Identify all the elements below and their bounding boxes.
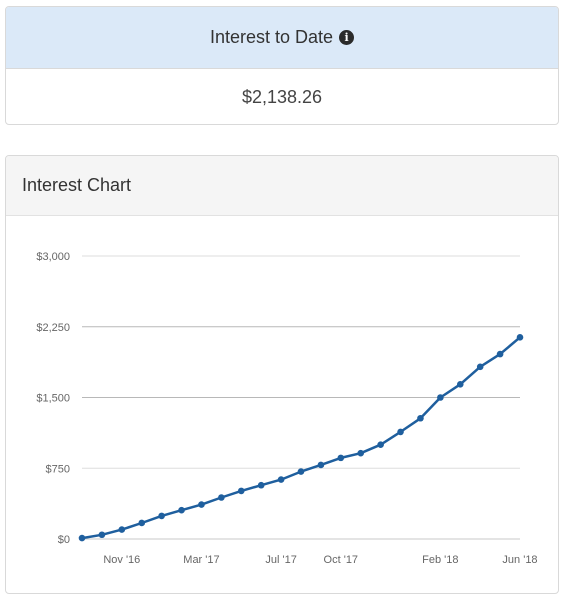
data-point (237, 487, 245, 495)
data-point (357, 449, 365, 457)
x-tick-label: Feb '18 (422, 554, 458, 566)
info-circle-icon[interactable]: i (339, 30, 355, 45)
interest-line-chart: $0 $750 $1,500 $2,250 $3,000 Nov '16 Mar '17 Ju… (36, 251, 537, 566)
data-point (496, 350, 504, 358)
data-point (337, 454, 345, 462)
data-point (218, 494, 225, 501)
interest-to-date-panel: Interest to Date i $2,138.26 (5, 6, 559, 125)
data-point (377, 441, 384, 448)
y-tick-label: $2,250 (36, 322, 70, 334)
interest-to-date-value: $2,138.26 (241, 87, 323, 107)
x-tick-label: Jun '18 (502, 554, 537, 566)
data-point (317, 461, 325, 469)
data-point (456, 380, 464, 388)
data-point (417, 414, 424, 422)
x-tick-label: Mar '17 (183, 554, 219, 566)
data-point (277, 476, 285, 483)
y-tick-label: $1,500 (36, 393, 70, 405)
y-tick-label: $750 (46, 463, 70, 475)
interest-to-date-title: Interest to Date (209, 27, 334, 47)
interest-chart-panel: Interest Chart $0 $750 $1,500 $2,250 $3,000 N… (5, 155, 559, 594)
interest-to-date-header: Interest to Date i (6, 7, 558, 69)
x-tick-label: Jul '17 (265, 554, 296, 566)
data-point (257, 481, 265, 489)
data-point (178, 506, 185, 514)
interest-chart-title: Interest Chart (22, 175, 132, 195)
data-point (297, 468, 305, 475)
interest-series-line (81, 336, 521, 540)
data-point (198, 501, 205, 508)
data-point (516, 334, 524, 341)
data-point (138, 519, 146, 527)
data-point (397, 428, 404, 436)
data-point (98, 531, 106, 539)
data-point (78, 534, 86, 542)
y-tick-label: $3,000 (36, 251, 70, 263)
interest-chart-header: Interest Chart (6, 156, 558, 216)
y-tick-label: $0 (58, 534, 70, 546)
data-point (158, 512, 165, 520)
x-tick-label: Nov '16 (103, 554, 140, 566)
data-point (437, 394, 444, 401)
x-tick-label: Oct '17 (324, 554, 359, 566)
data-point (476, 363, 484, 371)
data-point (118, 526, 126, 533)
